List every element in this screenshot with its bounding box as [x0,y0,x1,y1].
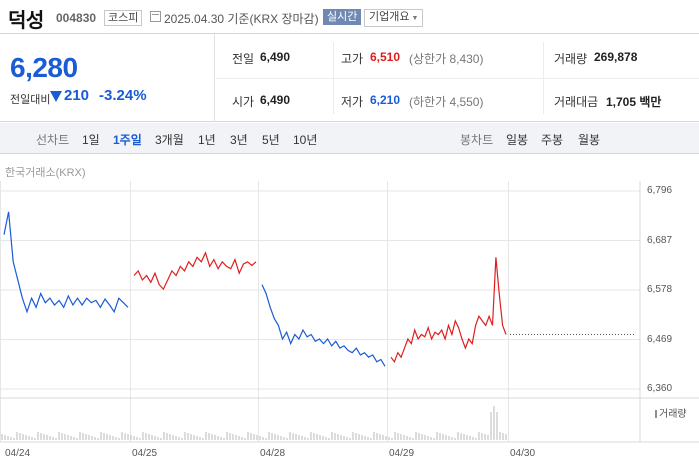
tab-monthly[interactable]: 월봉 [578,133,601,147]
company-info-button[interactable]: 기업개요 ▼ [364,9,424,27]
stock-header: 덕성 004830 코스피 2025.04.30 기준(KRX 장마감) 실시간… [0,0,699,34]
tab-daily[interactable]: 일봉 [506,133,529,147]
chevron-down-icon: ▼ [411,15,419,22]
x-tick-label: 04/30 [510,448,536,459]
tab-1y[interactable]: 1년 [198,133,216,147]
divider [216,78,699,79]
chart-source: 한국거래소(KRX) [5,167,86,179]
price-line-04-25 [133,251,257,291]
current-price: 6,280 [10,52,78,83]
upper-limit: (상한가 8,430) [409,52,484,66]
low-value: 6,210 [370,93,401,107]
x-tick-label: 04/29 [389,448,415,459]
price-line-04-29 [390,257,507,364]
stock-name: 덕성 [8,10,44,32]
y-tick-label: 6,578 [647,284,673,295]
price-change-percent: -3.24% [99,87,147,104]
tab-3y[interactable]: 3년 [230,133,248,147]
low-label: 저가 [341,95,364,109]
price-line-04-24 [3,211,129,314]
prev-close-value: 6,490 [260,50,291,64]
current-price-panel: 6,280 전일대비 210 -3.24% [0,34,215,122]
amount-value: 1,705 백만 [606,95,662,109]
candle-chart-label: 봉차트 [460,133,494,147]
volume-label: 거래량 [554,52,588,66]
x-tick-label: 04/28 [260,448,286,459]
compare-label: 전일대비 [10,94,51,106]
price-summary: 6,280 전일대비 210 -3.24% 전일 6,490 고가 6,510 … [0,34,699,122]
y-tick-label: 6,360 [647,383,673,394]
tab-3m[interactable]: 3개월 [155,133,184,147]
realtime-button[interactable]: 실시간 [323,9,362,25]
calendar-icon [150,11,161,22]
tab-weekly[interactable]: 주봉 [541,133,564,147]
open-value: 6,490 [260,93,291,107]
x-tick-label: 04/25 [132,448,158,459]
y-tick-label: 6,469 [647,333,673,345]
price-chart[interactable] [0,154,699,467]
tab-10y[interactable]: 10년 [293,133,318,147]
down-triangle-icon [50,91,62,102]
line-chart-label: 선차트 [36,133,70,147]
open-label: 시가 [232,95,255,109]
tab-5y[interactable]: 5년 [262,133,280,147]
price-change: 210 [64,87,90,104]
chart-period-tabs: 선차트 1일 1주일 3개월 1년 3년 5년 10년 봉차트 일봉 주봉 월봉 [0,123,699,154]
tab-1d[interactable]: 1일 [82,133,100,147]
divider [543,42,544,114]
price-line-04-28 [261,284,386,367]
x-tick-label: 04/24 [5,448,31,459]
market-badge: 코스피 [104,10,143,26]
prev-close-label: 전일 [232,52,255,66]
amount-label: 거래대금 [554,95,599,109]
y-tick-label: 6,796 [647,185,673,196]
high-label: 고가 [341,52,364,66]
high-value: 6,510 [370,50,401,64]
volume-value: 269,878 [594,50,638,64]
y-tick-label: 6,687 [647,234,673,246]
stock-code: 004830 [56,11,97,25]
volume-legend: 거래량 [655,405,687,420]
lower-limit: (하한가 4,550) [409,95,484,109]
divider [333,42,334,114]
tab-1w[interactable]: 1주일 [113,133,142,147]
company-info-label: 기업개요 [369,11,410,23]
reference-date: 2025.04.30 기준(KRX 장마감) [164,12,319,26]
